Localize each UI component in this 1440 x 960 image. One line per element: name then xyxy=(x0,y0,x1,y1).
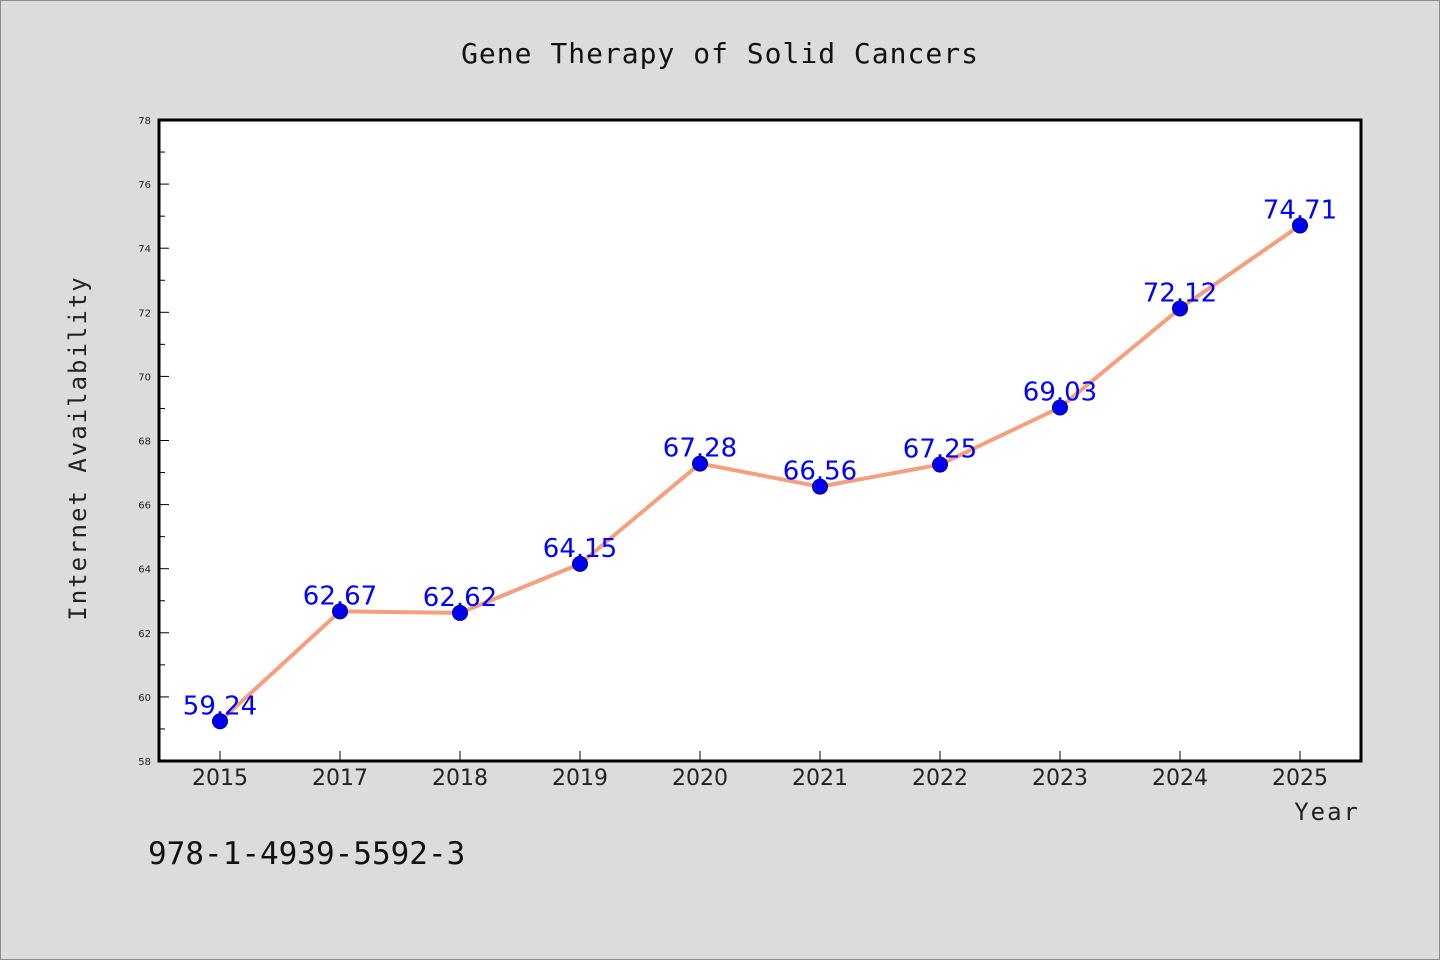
data-series: 59.24 62.67 62.62 64.15 67.28 66.56 67.25 69.03… xyxy=(183,195,1337,730)
data-point-marker xyxy=(332,603,348,620)
data-label: 67.28 xyxy=(663,434,737,464)
data-label: 74.71 xyxy=(1263,195,1337,225)
x-tick-label: 2018 xyxy=(432,766,488,791)
x-tick-label: 2015 xyxy=(192,766,248,791)
data-point-marker xyxy=(1052,399,1068,416)
x-axis-ticks: 2015 2017 2018 2019 2020 2021 2022 2023 2024 2025 xyxy=(192,751,1328,791)
data-label: 59.24 xyxy=(183,691,257,721)
y-tick-label: 62 xyxy=(138,629,151,640)
y-axis-label: Internet Availability xyxy=(64,275,92,620)
x-tick-label: 2020 xyxy=(672,766,728,791)
data-label: 62.67 xyxy=(303,581,377,611)
data-point-marker xyxy=(812,478,828,495)
y-tick-label: 64 xyxy=(138,565,151,576)
data-point-marker xyxy=(1292,217,1308,234)
x-tick-label: 2022 xyxy=(912,766,968,791)
y-tick-label: 58 xyxy=(138,757,151,768)
series-line xyxy=(218,223,1302,724)
data-label: 72.12 xyxy=(1143,278,1217,308)
x-tick-label: 2025 xyxy=(1272,766,1328,791)
y-tick-label: 66 xyxy=(138,501,151,512)
data-point-marker xyxy=(932,456,948,473)
data-point-marker xyxy=(212,713,228,730)
y-tick-label: 78 xyxy=(138,116,151,127)
y-tick-label: 72 xyxy=(138,308,151,319)
data-label: 62.62 xyxy=(423,583,497,613)
y-tick-label: 68 xyxy=(138,437,151,448)
data-label: 66.56 xyxy=(783,457,857,487)
plot-area xyxy=(159,120,1361,761)
data-point-marker xyxy=(452,604,468,621)
y-tick-label: 76 xyxy=(138,180,151,191)
isbn-text: 978-1-4939-5592-3 xyxy=(148,836,465,872)
x-tick-label: 2024 xyxy=(1152,766,1208,791)
data-point-marker xyxy=(572,555,588,572)
data-point-marker xyxy=(692,455,708,472)
data-label: 67.25 xyxy=(903,435,977,465)
y-tick-label: 60 xyxy=(138,693,151,704)
y-axis-ticks: 58 60 62 64 66 68 70 72 74 76 78 xyxy=(138,116,169,768)
plot-border xyxy=(157,118,1363,763)
x-tick-label: 2017 xyxy=(312,766,368,791)
y-tick-label: 70 xyxy=(138,372,151,383)
x-tick-label: 2021 xyxy=(792,766,848,791)
data-label: 69.03 xyxy=(1023,377,1097,407)
data-label: 64.15 xyxy=(543,534,617,564)
x-axis-label: Year xyxy=(1294,798,1360,826)
data-point-marker xyxy=(1172,300,1188,317)
chart-title: Gene Therapy of Solid Cancers xyxy=(461,37,979,70)
x-tick-label: 2023 xyxy=(1032,766,1088,791)
y-tick-label: 74 xyxy=(138,244,151,255)
x-tick-label: 2019 xyxy=(552,766,608,791)
